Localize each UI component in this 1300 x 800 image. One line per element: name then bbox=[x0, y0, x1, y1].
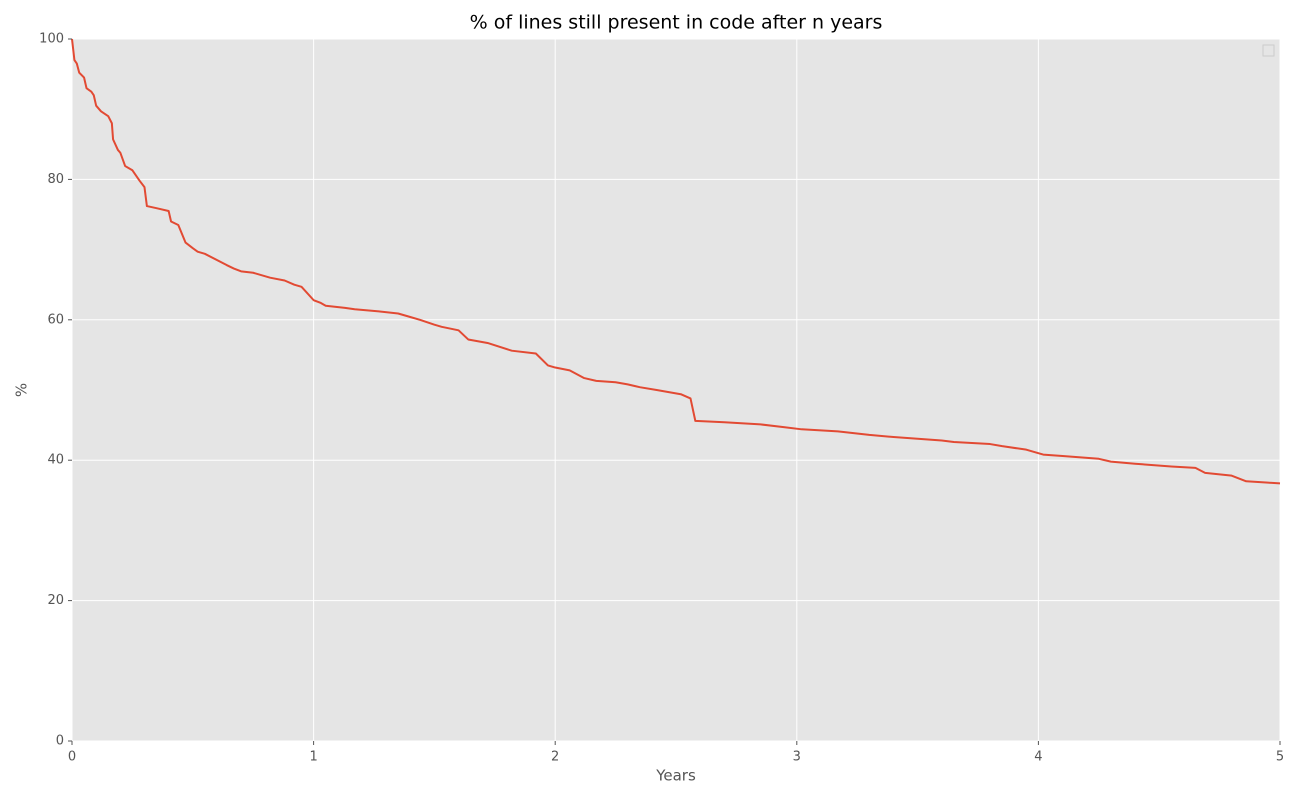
y-tick-label: 60 bbox=[47, 312, 64, 327]
grid bbox=[71, 38, 1281, 742]
x-axis-label: Years bbox=[655, 767, 696, 785]
y-tick-label: 80 bbox=[47, 172, 64, 187]
data-line bbox=[71, 38, 1281, 485]
y-axis-label: % bbox=[13, 383, 31, 397]
legend-box bbox=[1262, 44, 1275, 57]
chart-title: % of lines still present in code after n… bbox=[470, 12, 883, 34]
y-tick-label: 100 bbox=[39, 32, 64, 47]
x-tick-label: 1 bbox=[309, 750, 317, 765]
x-tick-label: 0 bbox=[68, 750, 76, 765]
marks bbox=[71, 38, 1281, 485]
y-tick-label: 20 bbox=[47, 593, 64, 608]
x-tick-label: 5 bbox=[1276, 750, 1284, 765]
y-tick-label: 40 bbox=[47, 453, 64, 468]
y-tick-label: 0 bbox=[56, 734, 64, 749]
plot-area bbox=[72, 39, 1280, 741]
x-tick-label: 4 bbox=[1034, 750, 1042, 765]
x-tick-label: 3 bbox=[793, 750, 801, 765]
x-tick-label: 2 bbox=[551, 750, 559, 765]
